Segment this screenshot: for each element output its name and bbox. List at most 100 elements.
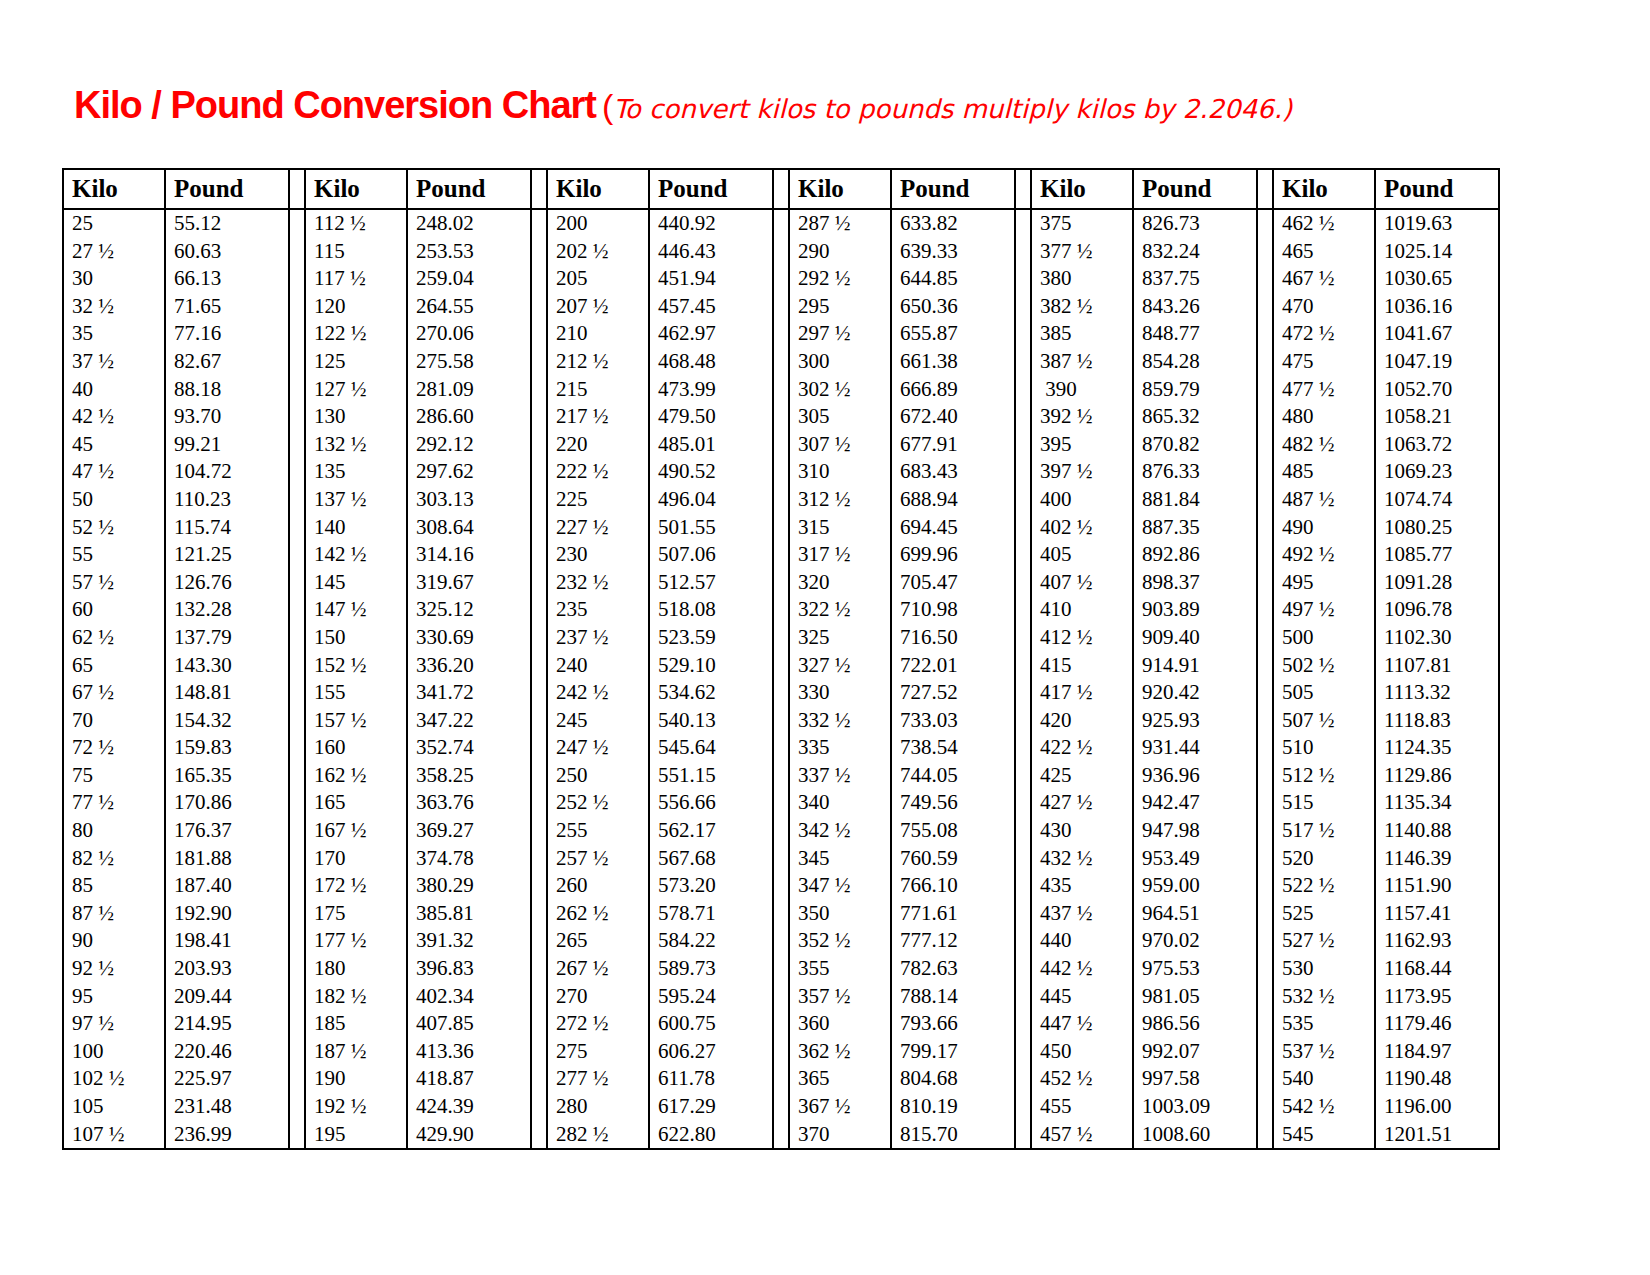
table-row: 85187.40172 ½380.29260573.20347 ½766.104…: [63, 872, 1499, 900]
kilo-cell: 145: [305, 569, 407, 597]
kilo-cell: 202 ½: [547, 238, 649, 266]
kilo-cell: 487 ½: [1273, 486, 1375, 514]
spacer-cell: [289, 431, 305, 459]
spacer-cell: [531, 817, 547, 845]
kilo-cell: 425: [1031, 762, 1133, 790]
spacer-cell: [773, 927, 789, 955]
pound-cell: 545.64: [649, 734, 773, 762]
spacer-cell: [773, 209, 789, 238]
spacer-cell: [531, 707, 547, 735]
pound-cell: 799.17: [891, 1038, 1015, 1066]
pound-cell: 1091.28: [1375, 569, 1499, 597]
spacer-cell: [1015, 955, 1031, 983]
spacer-cell: [289, 624, 305, 652]
pound-cell: 959.00: [1133, 872, 1257, 900]
pound-cell: 749.56: [891, 789, 1015, 817]
pound-cell: 407.85: [407, 1010, 531, 1038]
pound-cell: 187.40: [165, 872, 289, 900]
kilo-cell: 215: [547, 376, 649, 404]
kilo-cell: 112 ½: [305, 209, 407, 238]
pound-cell: 666.89: [891, 376, 1015, 404]
pound-cell: 1008.60: [1133, 1121, 1257, 1150]
spacer-cell: [531, 238, 547, 266]
pound-cell: 931.44: [1133, 734, 1257, 762]
kilo-cell: 157 ½: [305, 707, 407, 735]
pound-cell: 1168.44: [1375, 955, 1499, 983]
spacer-cell: [1257, 458, 1273, 486]
kilo-cell: 225: [547, 486, 649, 514]
spacer-cell: [1257, 817, 1273, 845]
kilo-header: Kilo: [547, 169, 649, 209]
spacer-cell: [1257, 514, 1273, 542]
table-row: 47 ½104.72135297.62222 ½490.52310683.433…: [63, 458, 1499, 486]
pound-cell: 1129.86: [1375, 762, 1499, 790]
spacer-cell: [531, 458, 547, 486]
kilo-cell: 172 ½: [305, 872, 407, 900]
kilo-cell: 155: [305, 679, 407, 707]
pound-cell: 1047.19: [1375, 348, 1499, 376]
spacer-cell: [289, 900, 305, 928]
spacer-cell: [531, 789, 547, 817]
pound-cell: 225.97: [165, 1065, 289, 1093]
kilo-cell: 377 ½: [1031, 238, 1133, 266]
spacer-cell: [531, 1038, 547, 1066]
spacer-cell: [773, 789, 789, 817]
pound-cell: 220.46: [165, 1038, 289, 1066]
spacer-cell: [1257, 872, 1273, 900]
kilo-cell: 250: [547, 762, 649, 790]
kilo-cell: 192 ½: [305, 1093, 407, 1121]
spacer-cell: [1015, 1121, 1031, 1150]
spacer-cell: [531, 431, 547, 459]
spacer-cell: [289, 679, 305, 707]
kilo-cell: 255: [547, 817, 649, 845]
table-row: 77 ½170.86165363.76252 ½556.66340749.564…: [63, 789, 1499, 817]
spacer-cell: [531, 955, 547, 983]
kilo-cell: 345: [789, 845, 891, 873]
pound-cell: 771.61: [891, 900, 1015, 928]
spacer-cell: [531, 983, 547, 1011]
pound-cell: 1096.78: [1375, 596, 1499, 624]
spacer-cell: [289, 983, 305, 1011]
kilo-cell: 55: [63, 541, 165, 569]
spacer-cell: [773, 431, 789, 459]
kilo-cell: 470: [1273, 293, 1375, 321]
spacer-cell: [773, 1038, 789, 1066]
kilo-cell: 87 ½: [63, 900, 165, 928]
kilo-cell: 37 ½: [63, 348, 165, 376]
pound-cell: 462.97: [649, 320, 773, 348]
kilo-cell: 270: [547, 983, 649, 1011]
pound-cell: 1196.00: [1375, 1093, 1499, 1121]
spacer-cell: [1257, 596, 1273, 624]
kilo-cell: 27 ½: [63, 238, 165, 266]
kilo-cell: 130: [305, 403, 407, 431]
pound-cell: 1124.35: [1375, 734, 1499, 762]
spacer-cell: [1015, 376, 1031, 404]
spacer-cell: [289, 1010, 305, 1038]
spacer-cell: [1015, 679, 1031, 707]
kilo-cell: 292 ½: [789, 265, 891, 293]
kilo-cell: 222 ½: [547, 458, 649, 486]
spacer-cell: [1257, 403, 1273, 431]
pound-cell: 848.77: [1133, 320, 1257, 348]
kilo-cell: 440: [1031, 927, 1133, 955]
pound-header: Pound: [165, 169, 289, 209]
pound-cell: 1113.32: [1375, 679, 1499, 707]
pound-cell: 859.79: [1133, 376, 1257, 404]
spacer-cell: [773, 265, 789, 293]
kilo-cell: 277 ½: [547, 1065, 649, 1093]
kilo-cell: 335: [789, 734, 891, 762]
spacer-cell: [1015, 209, 1031, 238]
pound-cell: 683.43: [891, 458, 1015, 486]
kilo-cell: 115: [305, 238, 407, 266]
conversion-table-body: 2555.12112 ½248.02200440.92287 ½633.8237…: [63, 209, 1499, 1149]
spacer-cell: [1257, 762, 1273, 790]
pound-cell: 264.55: [407, 293, 531, 321]
spacer-cell: [289, 458, 305, 486]
spacer-cell: [1257, 624, 1273, 652]
spacer-cell: [531, 596, 547, 624]
spacer-cell: [1257, 293, 1273, 321]
spacer-cell: [531, 872, 547, 900]
pound-cell: 617.29: [649, 1093, 773, 1121]
pound-cell: 292.12: [407, 431, 531, 459]
kilo-cell: 410: [1031, 596, 1133, 624]
